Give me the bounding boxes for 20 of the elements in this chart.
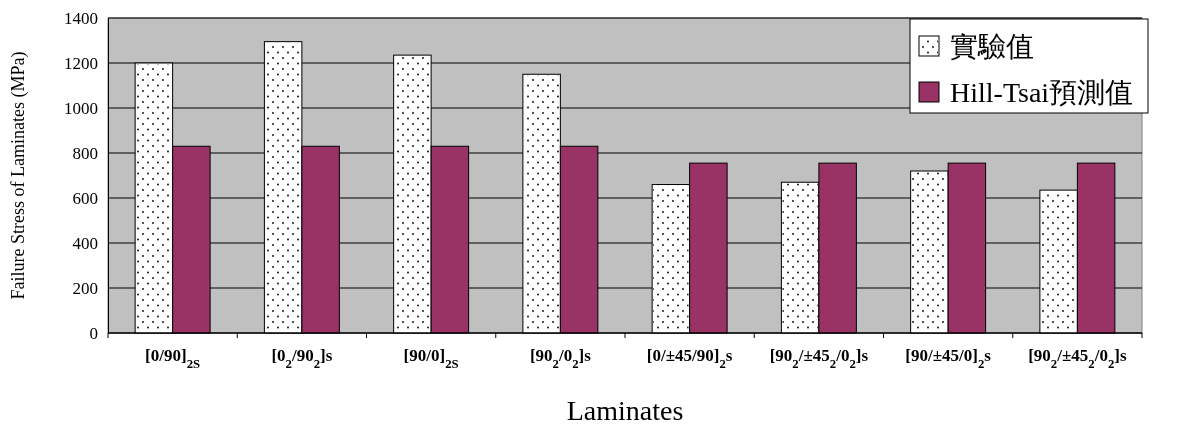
- x-tick-label: [0/±45/90]$_{2}$s: [646, 346, 733, 371]
- y-tick-label: 600: [72, 188, 98, 208]
- y-axis-title: Failure Stress of Laminates (MPa): [8, 51, 29, 300]
- x-tick-label: [90$_{2}$/0$_{2}$]s: [529, 346, 592, 371]
- x-tick-label: [90/±45/0]$_{2}$s: [905, 346, 992, 371]
- y-tick-label: 1400: [64, 8, 98, 28]
- legend-label: 實驗值: [950, 31, 1034, 62]
- x-tick-label: [90$_{2}$/±45$_{2}$/0$_{2}$]s: [769, 346, 869, 371]
- y-tick-label: 1200: [64, 53, 98, 73]
- x-tick-label: [90/0]$_{2S}$: [403, 346, 459, 371]
- y-tick-label: 800: [72, 143, 98, 163]
- x-tick-label: [90$_{2}$/±45$_{2}$/0$_{2}$]s: [1028, 346, 1127, 371]
- y-tick-label: 200: [72, 278, 98, 298]
- legend-label: Hill-Tsai預測值: [950, 77, 1134, 108]
- y-tick-label: 1000: [64, 98, 98, 118]
- y-tick-label: 400: [72, 233, 98, 253]
- x-tick-label: [0/90]$_{2S}$: [145, 346, 201, 371]
- x-tick-label: [0$_{2}$/90$_{2}$]s: [271, 346, 333, 371]
- y-tick-label: 0: [89, 323, 98, 343]
- x-axis-title: Laminates: [566, 395, 684, 426]
